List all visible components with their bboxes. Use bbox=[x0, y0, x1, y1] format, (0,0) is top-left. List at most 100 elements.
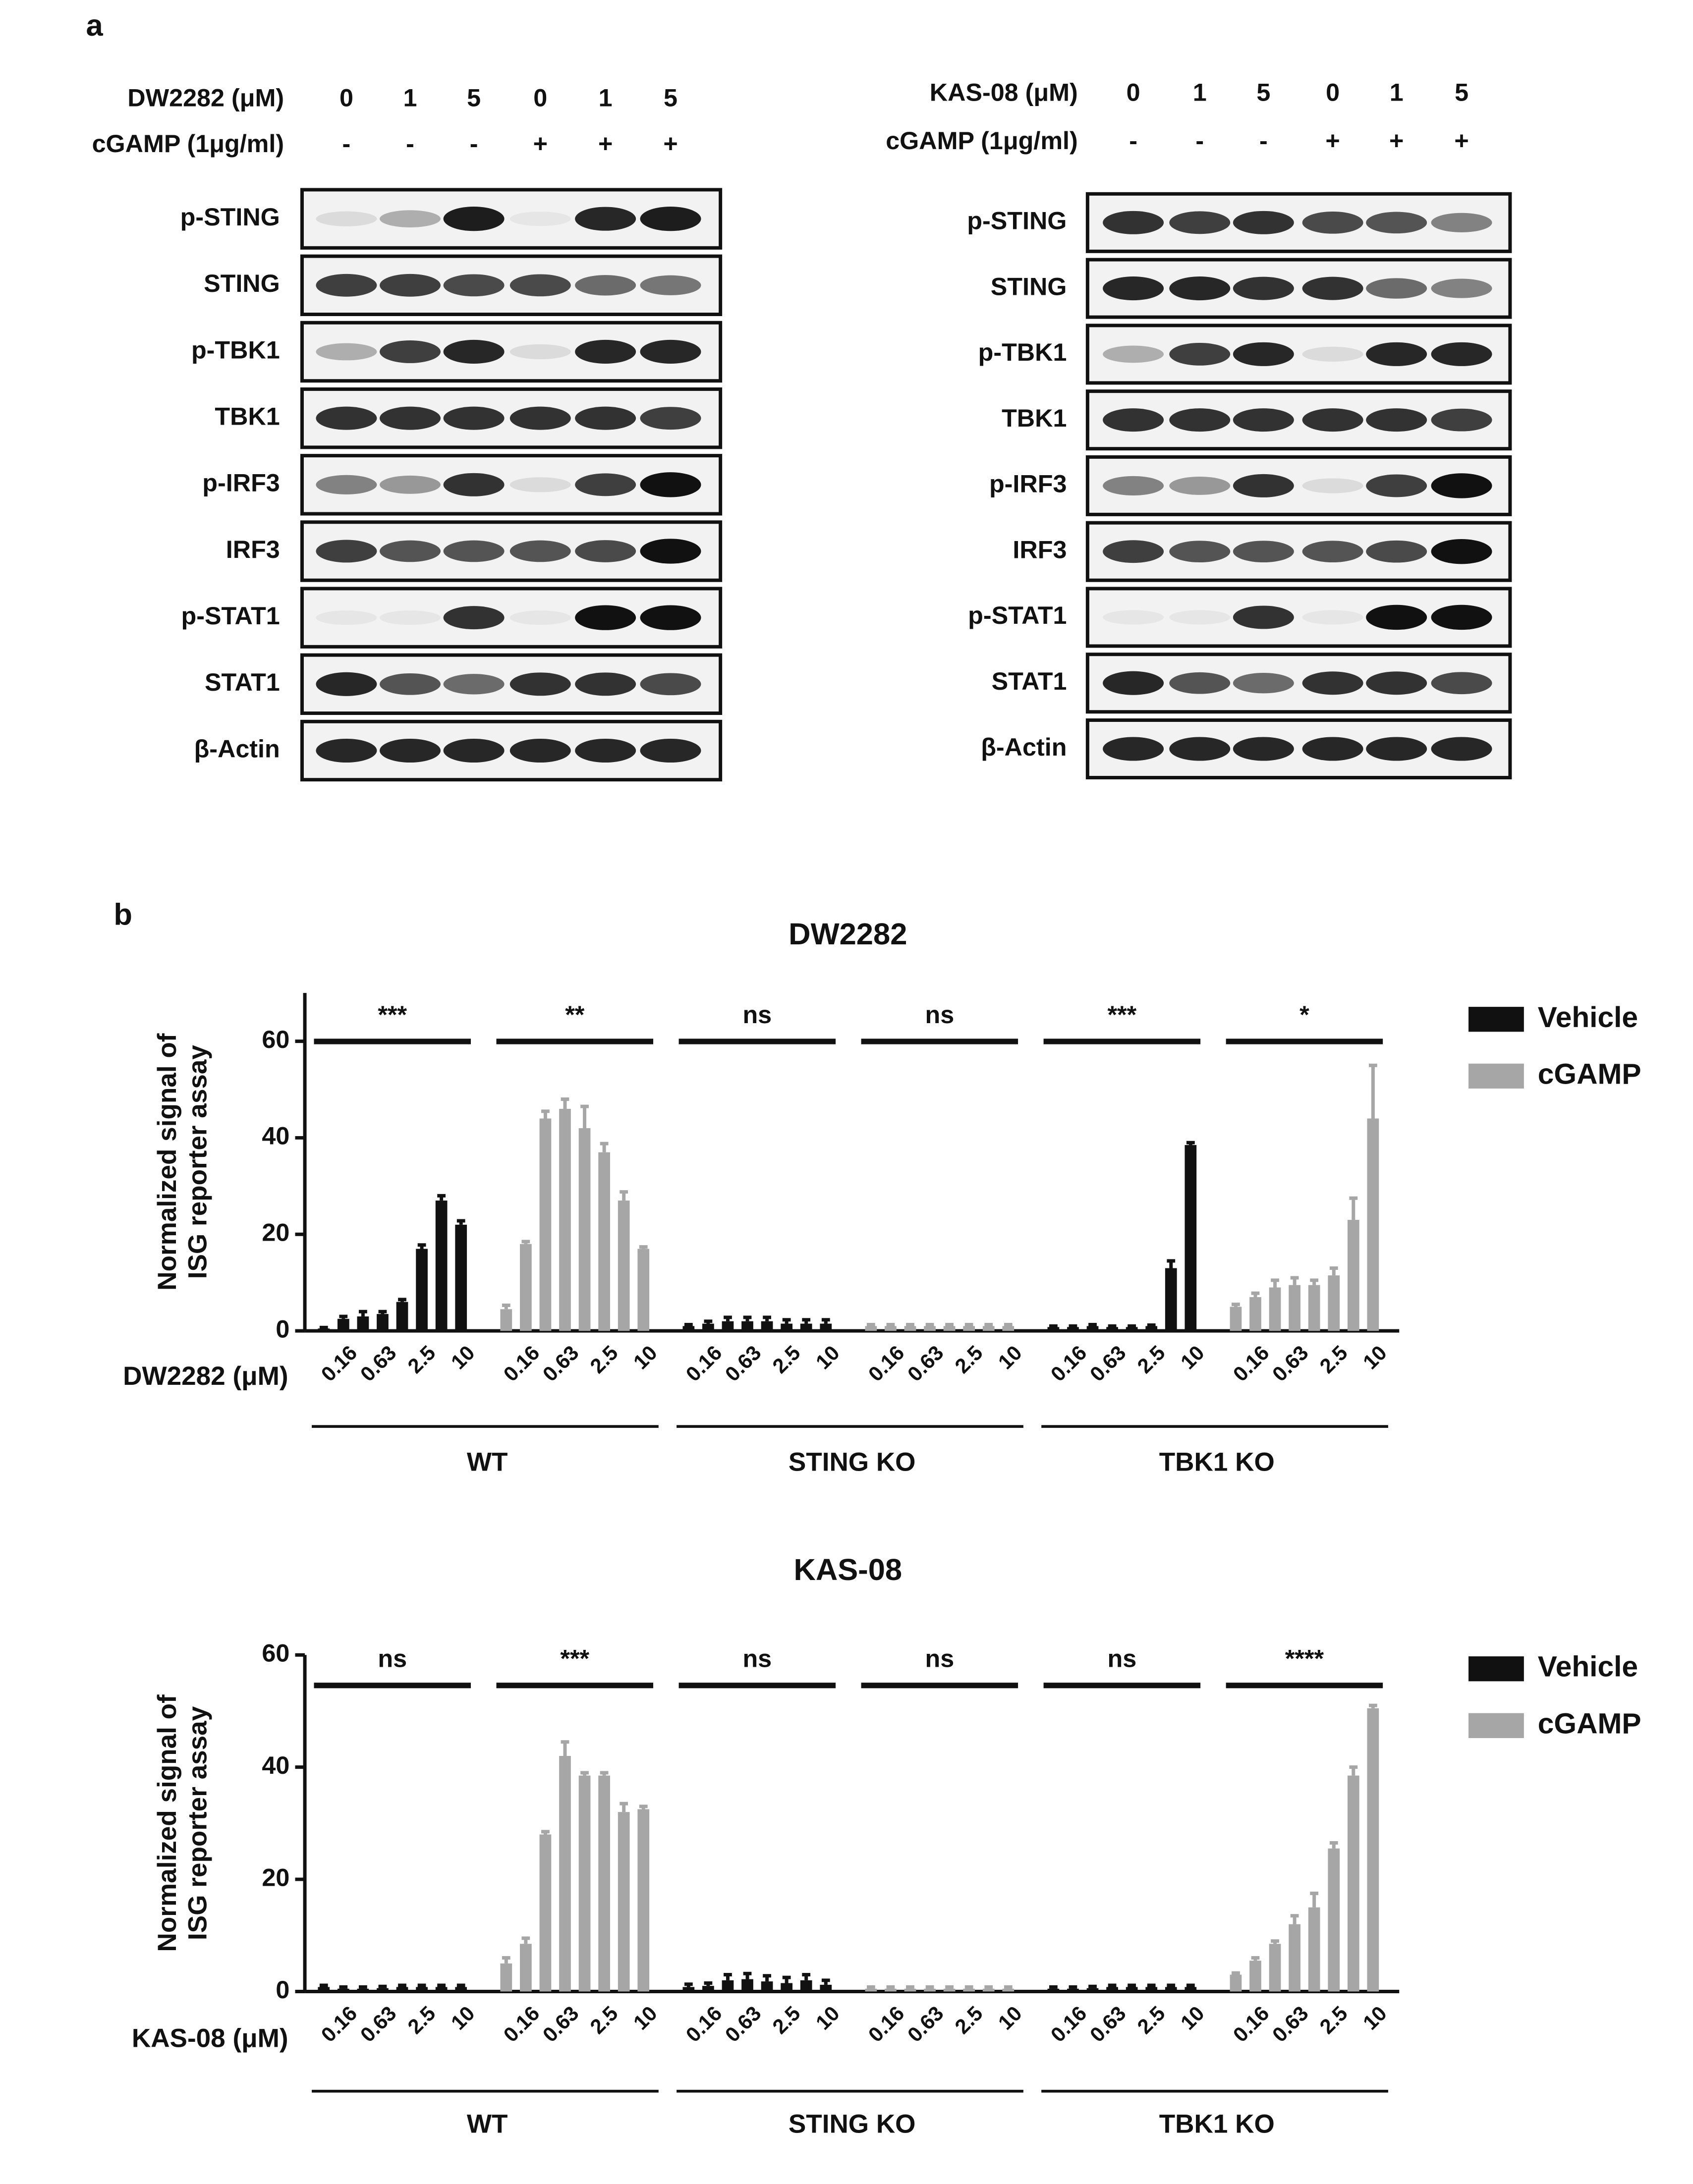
bar bbox=[800, 1980, 812, 1992]
x-tick-label: 2.5 bbox=[768, 1341, 804, 1377]
treatment-value: 0 bbox=[1326, 78, 1340, 106]
x-tick-label: 10 bbox=[629, 1341, 662, 1373]
blot-band bbox=[1302, 671, 1363, 695]
bar bbox=[578, 1775, 591, 1992]
x-tick-label: 0.63 bbox=[1085, 1341, 1130, 1386]
blot-band bbox=[575, 207, 636, 231]
blot-row-label: p-TBK1 bbox=[191, 335, 280, 364]
blot-band bbox=[1169, 476, 1231, 495]
legend-swatch bbox=[1468, 1713, 1524, 1738]
bar bbox=[943, 1988, 956, 1992]
treatment-value: 1 bbox=[1193, 78, 1207, 106]
x-tick-label: 2.5 bbox=[585, 2002, 622, 2038]
y-axis-label: ISG reporter assay bbox=[183, 1706, 213, 1940]
blot-band bbox=[509, 212, 571, 226]
bar bbox=[741, 1321, 753, 1331]
bar bbox=[1269, 1287, 1281, 1331]
blot-band bbox=[316, 540, 377, 563]
blot-band bbox=[1431, 473, 1492, 498]
blot-band bbox=[640, 539, 701, 564]
blot-band bbox=[1302, 478, 1363, 493]
blot-band bbox=[509, 344, 571, 360]
bar bbox=[781, 1983, 793, 1992]
bar bbox=[702, 1323, 714, 1331]
treatment-value: + bbox=[533, 129, 548, 158]
bar bbox=[1289, 1285, 1300, 1331]
blot-band bbox=[316, 273, 377, 297]
treatment-label: KAS-08 (μM) bbox=[930, 78, 1078, 106]
legend-swatch bbox=[1468, 1656, 1524, 1682]
treatment-value: - bbox=[1195, 126, 1204, 155]
bar bbox=[357, 1988, 369, 1992]
bar bbox=[924, 1326, 936, 1331]
significance-label: ns bbox=[742, 1000, 772, 1029]
bar bbox=[682, 1326, 695, 1331]
blot-row-label: TBK1 bbox=[215, 402, 280, 430]
bar bbox=[761, 1321, 773, 1331]
group-label: TBK1 KO bbox=[1159, 2110, 1275, 2139]
bar bbox=[982, 1988, 995, 1992]
bar bbox=[1185, 1145, 1197, 1331]
blot-band bbox=[1431, 213, 1492, 232]
bar bbox=[598, 1775, 610, 1992]
group-label: WT bbox=[467, 2110, 508, 2139]
blot-row-label: β-Actin bbox=[981, 733, 1067, 761]
y-axis-label: Normalized signal of bbox=[153, 1694, 182, 1952]
bar bbox=[1289, 1924, 1300, 1992]
bar bbox=[1230, 1974, 1242, 1992]
blot-band bbox=[575, 406, 636, 430]
bar bbox=[1308, 1285, 1320, 1331]
bar bbox=[519, 1944, 532, 1992]
bar bbox=[618, 1812, 630, 1992]
bar bbox=[559, 1108, 571, 1331]
x-tick-label: 0.63 bbox=[356, 1341, 401, 1386]
treatment-label: DW2282 (μM) bbox=[127, 84, 284, 112]
bar bbox=[1086, 1988, 1099, 1992]
x-tick-label: 2.5 bbox=[950, 1341, 987, 1377]
blot-band bbox=[575, 738, 636, 763]
blot-band bbox=[640, 472, 701, 497]
x-tick-label: 10 bbox=[447, 2002, 479, 2034]
treatment-value: 5 bbox=[1455, 78, 1468, 106]
blot-band bbox=[380, 475, 441, 494]
bar bbox=[416, 1987, 428, 1992]
bar bbox=[761, 1981, 773, 1992]
blot-band bbox=[380, 273, 441, 297]
x-tick-label: 0.63 bbox=[356, 2002, 401, 2047]
x-tick-label: 0.63 bbox=[1268, 1341, 1313, 1386]
treatment-value: + bbox=[1454, 126, 1468, 155]
bar bbox=[800, 1323, 812, 1331]
treatment-value: - bbox=[470, 129, 478, 158]
blot-band bbox=[1103, 211, 1164, 234]
bar bbox=[377, 1988, 389, 1992]
blot-band bbox=[1302, 346, 1363, 362]
blot-band bbox=[380, 210, 441, 227]
blot-band bbox=[1103, 540, 1164, 563]
blot-band bbox=[1302, 276, 1363, 300]
blot-row-label: STING bbox=[204, 269, 280, 297]
blot-band bbox=[1302, 737, 1363, 761]
blot-row-label: STAT1 bbox=[992, 667, 1067, 695]
treatment-value: - bbox=[1259, 126, 1268, 155]
bar bbox=[1308, 1907, 1320, 1992]
y-tick-label: 40 bbox=[262, 1122, 289, 1150]
blot-row-label: p-STAT1 bbox=[968, 601, 1067, 629]
blot-band bbox=[380, 540, 441, 562]
x-tick-label: 0.63 bbox=[721, 2002, 766, 2047]
blot-band bbox=[1431, 539, 1492, 564]
blot-band bbox=[316, 475, 377, 494]
blot-band bbox=[316, 343, 377, 361]
bar bbox=[337, 1988, 349, 1992]
x-tick-label: 2.5 bbox=[403, 2002, 440, 2038]
bar bbox=[1145, 1326, 1158, 1331]
significance-label: **** bbox=[1285, 1644, 1324, 1673]
blot-band bbox=[509, 610, 571, 625]
blot-band bbox=[640, 207, 701, 231]
blot-band bbox=[1366, 604, 1427, 630]
x-tick-label: 2.5 bbox=[1132, 1341, 1169, 1377]
bar bbox=[820, 1984, 832, 1992]
blot-band bbox=[640, 605, 701, 630]
bar bbox=[396, 1987, 408, 1992]
x-tick-label: 0.63 bbox=[903, 1341, 948, 1386]
blot-band bbox=[640, 275, 701, 295]
